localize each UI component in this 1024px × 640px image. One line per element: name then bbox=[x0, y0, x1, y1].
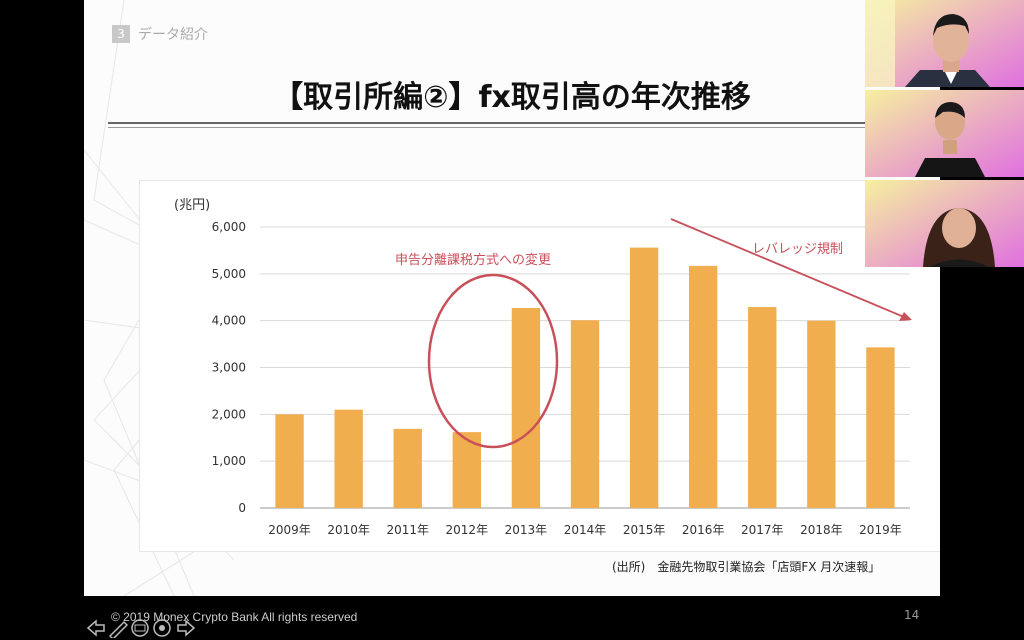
y-tick-label: 3,000 bbox=[212, 361, 246, 375]
background-bar bbox=[940, 268, 1024, 640]
menu-icon[interactable] bbox=[131, 619, 149, 637]
x-tick-label: 2016年 bbox=[682, 523, 725, 537]
prev-slide-icon[interactable] bbox=[86, 619, 105, 637]
presentation-slide: 3 データ紹介 【取引所編②】fx取引高の年次推移 (兆円) 2009年 2010… bbox=[84, 0, 940, 596]
x-tick-label: 2017年 bbox=[741, 523, 784, 537]
bar-2010年 bbox=[334, 409, 363, 508]
trend-arrow bbox=[670, 218, 905, 318]
chart-panel: (兆円) 2009年 2010年 2011年 2012年 2013年 2014年 2015年… bbox=[139, 180, 940, 552]
y-tick-label: 2,000 bbox=[212, 407, 246, 421]
bar-2014年 bbox=[570, 320, 600, 508]
x-tick-label: 2014年 bbox=[564, 523, 607, 537]
x-tick-label: 2012年 bbox=[446, 523, 489, 537]
bar-chart: (兆円) 2009年 2010年 2011年 2012年 2013年 2014年 2015年… bbox=[174, 198, 912, 537]
bar-2011年 bbox=[393, 428, 422, 508]
bar-2017年 bbox=[748, 307, 777, 508]
bar-2016年 bbox=[689, 265, 718, 508]
y-tick-label: 1,000 bbox=[212, 454, 246, 468]
title-divider-thin bbox=[108, 127, 918, 128]
video-tile-participant-1[interactable] bbox=[865, 0, 1024, 87]
annotation-arrow-label: レバレッジ規制 bbox=[752, 242, 843, 257]
y-tick-label: 4,000 bbox=[212, 314, 246, 328]
participant-video bbox=[865, 180, 1024, 267]
section-label: データ紹介 bbox=[138, 27, 208, 43]
y-tick-label: 5,000 bbox=[212, 267, 246, 281]
slide-title: 【取引所編②】fx取引高の年次推移 bbox=[273, 80, 751, 115]
zoom-icon[interactable] bbox=[153, 619, 171, 637]
bar-2013年 bbox=[511, 308, 541, 508]
y-axis-label: (兆円) bbox=[174, 198, 210, 213]
y-tick-label: 0 bbox=[238, 501, 246, 515]
annotation-circle bbox=[427, 273, 559, 449]
y-tick-label: 6,000 bbox=[212, 220, 246, 234]
x-tick-label: 2009年 bbox=[268, 523, 311, 537]
x-tick-label: 2013年 bbox=[505, 523, 548, 537]
pen-icon[interactable] bbox=[108, 620, 129, 638]
next-slide-icon[interactable] bbox=[177, 619, 196, 637]
x-tick-label: 2015年 bbox=[623, 523, 666, 537]
bar-2019年 bbox=[866, 347, 895, 508]
video-tile-participant-3[interactable] bbox=[865, 180, 1024, 267]
x-tick-label: 2011年 bbox=[386, 523, 429, 537]
x-tick-label: 2018年 bbox=[800, 523, 843, 537]
bar-2015年 bbox=[629, 247, 659, 508]
page-number: 14 bbox=[904, 608, 920, 622]
bar-2018年 bbox=[807, 320, 836, 508]
title-divider bbox=[108, 122, 918, 124]
source-citation: (出所) 金融先物取引業協会「店頭FX 月次速報」 bbox=[612, 560, 881, 574]
x-tick-label: 2019年 bbox=[859, 523, 902, 537]
participant-video bbox=[865, 90, 1024, 177]
video-tile-participant-2[interactable] bbox=[865, 90, 1024, 177]
bar-2009年 bbox=[275, 414, 304, 508]
slide-footer bbox=[0, 596, 940, 640]
section-number-badge: 3 bbox=[112, 25, 130, 43]
trend-arrowhead bbox=[899, 312, 912, 321]
annotation-circle-label: 申告分離課税方式への変更 bbox=[395, 252, 551, 268]
x-tick-label: 2010年 bbox=[327, 523, 370, 537]
copyright-text: © 2019 Monex Crypto Bank All rights rese… bbox=[111, 610, 358, 624]
participant-video bbox=[865, 0, 1024, 87]
slide-navigation[interactable] bbox=[86, 618, 206, 638]
